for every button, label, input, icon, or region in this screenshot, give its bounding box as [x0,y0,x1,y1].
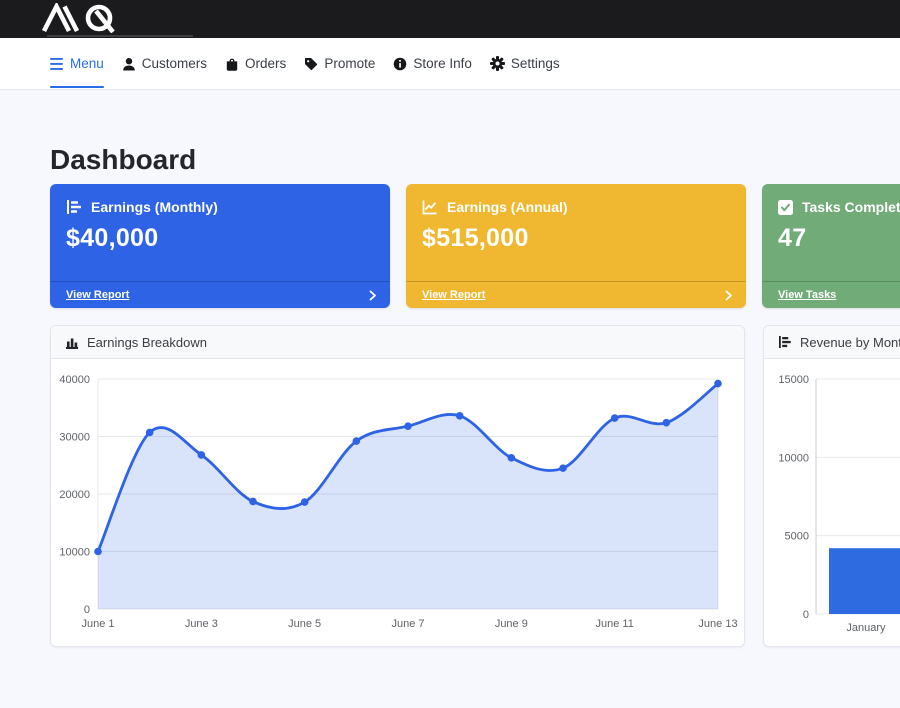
brand-logo-icon [41,1,115,34]
line-chart-icon [422,200,437,215]
bar-chart-steps-icon [67,200,81,214]
panel-revenue-by-month: Revenue by Month 0 5000 10000 15000 January [763,325,900,647]
svg-text:15000: 15000 [778,374,809,386]
stat-cards-row: Earnings (Monthly) $40,000 View Report E… [50,184,900,308]
check-square-icon [778,199,793,215]
bar-chart-icon [66,338,78,349]
svg-text:June 7: June 7 [391,618,424,630]
nav-item-customers[interactable]: Customers [122,38,207,89]
revenue-by-month-bar-chart[interactable]: 0 5000 10000 15000 January [764,359,900,646]
chevron-right-icon [725,290,732,300]
chart-panels-row: Earnings Breakdown 0 10000 20000 30000 40000… [50,325,900,647]
svg-text:0: 0 [803,609,809,621]
view-report-link[interactable]: View Report [422,289,486,301]
earnings-breakdown-area-chart[interactable]: 0 10000 20000 30000 40000 June 1 June 3 June 5 J… [51,359,745,646]
view-report-link[interactable]: View Report [66,289,130,301]
view-tasks-link[interactable]: View Tasks [778,289,837,301]
svg-text:June 11: June 11 [596,618,634,630]
svg-text:5000: 5000 [785,531,809,543]
gear-icon [489,56,505,71]
svg-text:0: 0 [84,604,90,616]
nav-item-label: Store Info [413,56,472,71]
nav-item-label: Orders [245,56,287,71]
bar-chart-steps-icon [779,336,791,348]
card-value: $515,000 [422,224,529,252]
svg-text:June 9: June 9 [495,618,528,630]
nav-item-orders[interactable]: Orders [225,38,286,89]
svg-text:January: January [846,622,886,634]
nav-item-label: Settings [510,56,560,71]
tag-icon [305,57,318,70]
svg-text:10000: 10000 [59,547,90,559]
brand-logo[interactable] [40,1,132,38]
hamburger-icon [50,57,63,70]
brand-underline [47,35,193,37]
svg-text:40000: 40000 [59,374,90,386]
info-circle-icon [394,57,407,70]
panel-earnings-breakdown: Earnings Breakdown 0 10000 20000 30000 40000… [50,325,745,647]
main-nav: Menu Customers Orders Promote Store Info [0,38,900,90]
card-title: Earnings (Monthly) [91,199,218,215]
svg-text:June 1: June 1 [81,618,114,630]
svg-text:20000: 20000 [59,489,90,501]
bag-icon [226,58,238,71]
nav-item-label: Promote [324,56,376,71]
card-value: 47 [778,224,807,252]
person-icon [122,57,135,70]
card-tasks-completed: Tasks Completed 47 View Tasks [762,184,900,308]
card-earnings-annual: Earnings (Annual) $515,000 View Report [406,184,746,308]
nav-item-label: Menu [70,56,104,71]
svg-text:10000: 10000 [778,452,809,464]
svg-text:30000: 30000 [59,432,90,444]
svg-text:June 13: June 13 [698,618,737,630]
nav-item-store-info[interactable]: Store Info [393,38,472,89]
panel-title: Earnings Breakdown [87,334,207,350]
page-title: Dashboard [50,144,197,175]
nav-item-settings[interactable]: Settings [489,38,560,89]
app-header [0,0,900,38]
nav-item-label: Customers [141,56,208,71]
svg-text:June 5: June 5 [288,618,321,630]
panel-title: Revenue by Month [800,334,900,350]
svg-text:June 3: June 3 [185,618,218,630]
nav-item-promote[interactable]: Promote [304,38,375,89]
card-title: Earnings (Annual) [447,199,568,215]
nav-item-menu[interactable]: Menu [50,38,104,89]
card-earnings-monthly: Earnings (Monthly) $40,000 View Report [50,184,390,308]
card-title: Tasks Completed [802,199,900,215]
chevron-right-icon [369,290,376,300]
card-value: $40,000 [66,224,159,252]
